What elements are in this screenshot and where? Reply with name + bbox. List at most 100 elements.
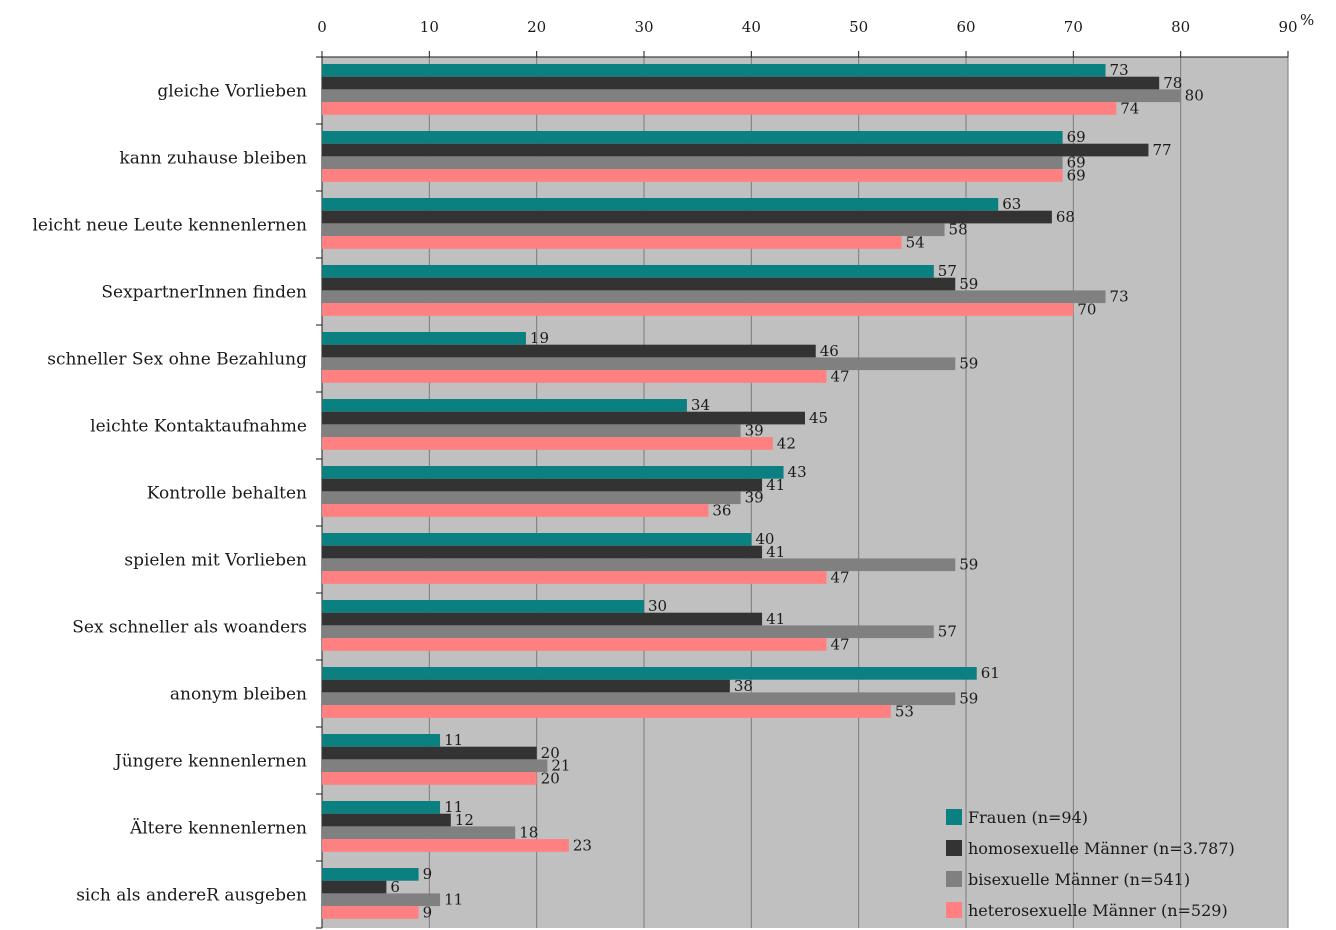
legend-label: heterosexuelle Männer (n=529) [968,901,1228,920]
data-label: 41 [766,543,785,561]
data-label: 63 [1002,195,1021,213]
x-tick-label: 60 [956,18,975,36]
bar [322,533,752,546]
bar [322,277,956,291]
data-label: 39 [745,422,764,440]
category-label: Ältere kennenlernen [129,818,307,839]
legend-swatch [946,809,962,825]
bar [322,466,784,479]
x-tick-label: 70 [1064,18,1083,36]
category-label: SexpartnerInnen finden [101,283,307,303]
bar [322,332,526,345]
data-label: 47 [830,635,849,653]
bar [322,692,956,706]
bar [322,156,1063,170]
bar [322,734,441,747]
data-label: 47 [830,568,849,586]
data-label: 59 [959,556,978,574]
data-label: 70 [1077,300,1096,318]
data-label: 73 [1110,61,1129,79]
bar [322,612,763,626]
data-label: 6 [390,878,400,896]
bar [322,76,1160,90]
x-tick-label: 30 [634,18,653,36]
x-tick-label: 10 [420,18,439,36]
x-tick-label: 40 [742,18,761,36]
x-tick-label: 90 [1278,18,1297,36]
bar [322,625,934,639]
data-label: 19 [530,329,549,347]
data-label: 20 [541,744,560,762]
bar [322,679,730,693]
bar [322,370,827,383]
legend-label: homosexuelle Männer (n=3.787) [968,839,1235,858]
data-label: 34 [691,396,710,414]
bar [322,198,999,211]
data-label: 57 [938,623,957,641]
bar [322,357,956,371]
data-label: 39 [745,489,764,507]
legend-swatch [946,871,962,887]
data-label: 57 [938,262,957,280]
bar [322,131,1063,144]
bar [322,705,891,718]
data-label: 54 [906,233,925,251]
data-label: 69 [1067,128,1086,146]
data-label: 9 [423,903,433,921]
category-label: sich als andereR ausgeben [76,886,307,906]
bar [322,64,1106,77]
bar [322,545,763,559]
data-label: 11 [444,798,463,816]
category-label: leichte Kontaktaufnahme [90,417,307,437]
data-label: 73 [1110,288,1129,306]
bar [322,169,1063,182]
bar [322,893,441,907]
x-tick-label: 50 [849,18,868,36]
category-label: Kontrolle behalten [147,484,307,504]
data-label: 11 [444,731,463,749]
bar [322,638,827,651]
data-label: 78 [1163,74,1182,92]
x-tick-label: 80 [1171,18,1190,36]
bar [322,772,537,785]
data-label: 58 [949,221,968,239]
data-label: 69 [1067,166,1086,184]
bar [322,906,419,919]
bar [322,424,741,438]
bar [322,102,1117,115]
x-tick-label: 20 [527,18,546,36]
category-label: anonym bleiben [170,685,307,705]
bar [322,759,548,773]
axis-unit-label: % [1300,11,1314,29]
data-label: 74 [1120,99,1139,117]
data-label: 69 [1067,154,1086,172]
data-label: 20 [541,769,560,787]
bar [322,437,773,450]
bar [322,571,827,584]
data-label: 30 [648,597,667,615]
bar [322,826,516,840]
legend-swatch [946,840,962,856]
category-label: Sex schneller als woanders [72,618,307,638]
bar [322,491,741,505]
bar [322,600,644,613]
bar [322,210,1052,224]
bar [322,303,1074,316]
legend-swatch [946,902,962,918]
data-label: 80 [1185,87,1204,105]
data-label: 43 [788,463,807,481]
bar [322,868,419,881]
bar [322,290,1106,304]
bar [322,504,709,517]
bar [322,667,977,680]
data-label: 23 [573,836,592,854]
bar [322,236,902,249]
legend-label: bisexuelle Männer (n=541) [968,870,1190,889]
data-label: 68 [1056,208,1075,226]
bar [322,478,763,492]
data-label: 42 [777,434,796,452]
bar [322,880,387,894]
bar [322,89,1181,103]
data-label: 12 [455,811,474,829]
